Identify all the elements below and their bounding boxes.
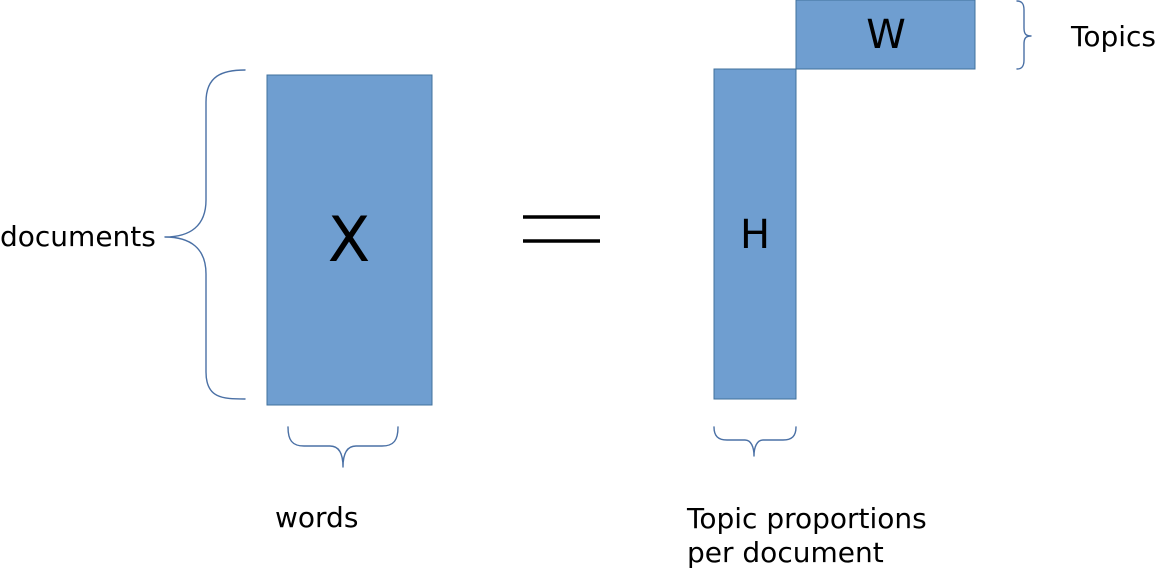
matrix-w [795, 0, 976, 70]
matrix-h-letter: H [740, 212, 770, 258]
words-label: words [275, 501, 358, 534]
documents-brace [164, 69, 246, 400]
matrix-x-letter: X [328, 203, 370, 276]
matrix-x [266, 74, 433, 406]
matrix-h [713, 68, 797, 400]
words-brace [287, 426, 399, 468]
topics-label: Topics [1070, 20, 1156, 53]
matrix-w-letter: W [866, 12, 906, 58]
documents-label: documents [0, 220, 156, 253]
topic-proportions-label-line2: per document [687, 536, 884, 569]
topic-proportions-label-line1: Topic proportions [686, 502, 927, 535]
topic-proportions-brace [713, 426, 797, 457]
topics-brace [1016, 0, 1032, 70]
